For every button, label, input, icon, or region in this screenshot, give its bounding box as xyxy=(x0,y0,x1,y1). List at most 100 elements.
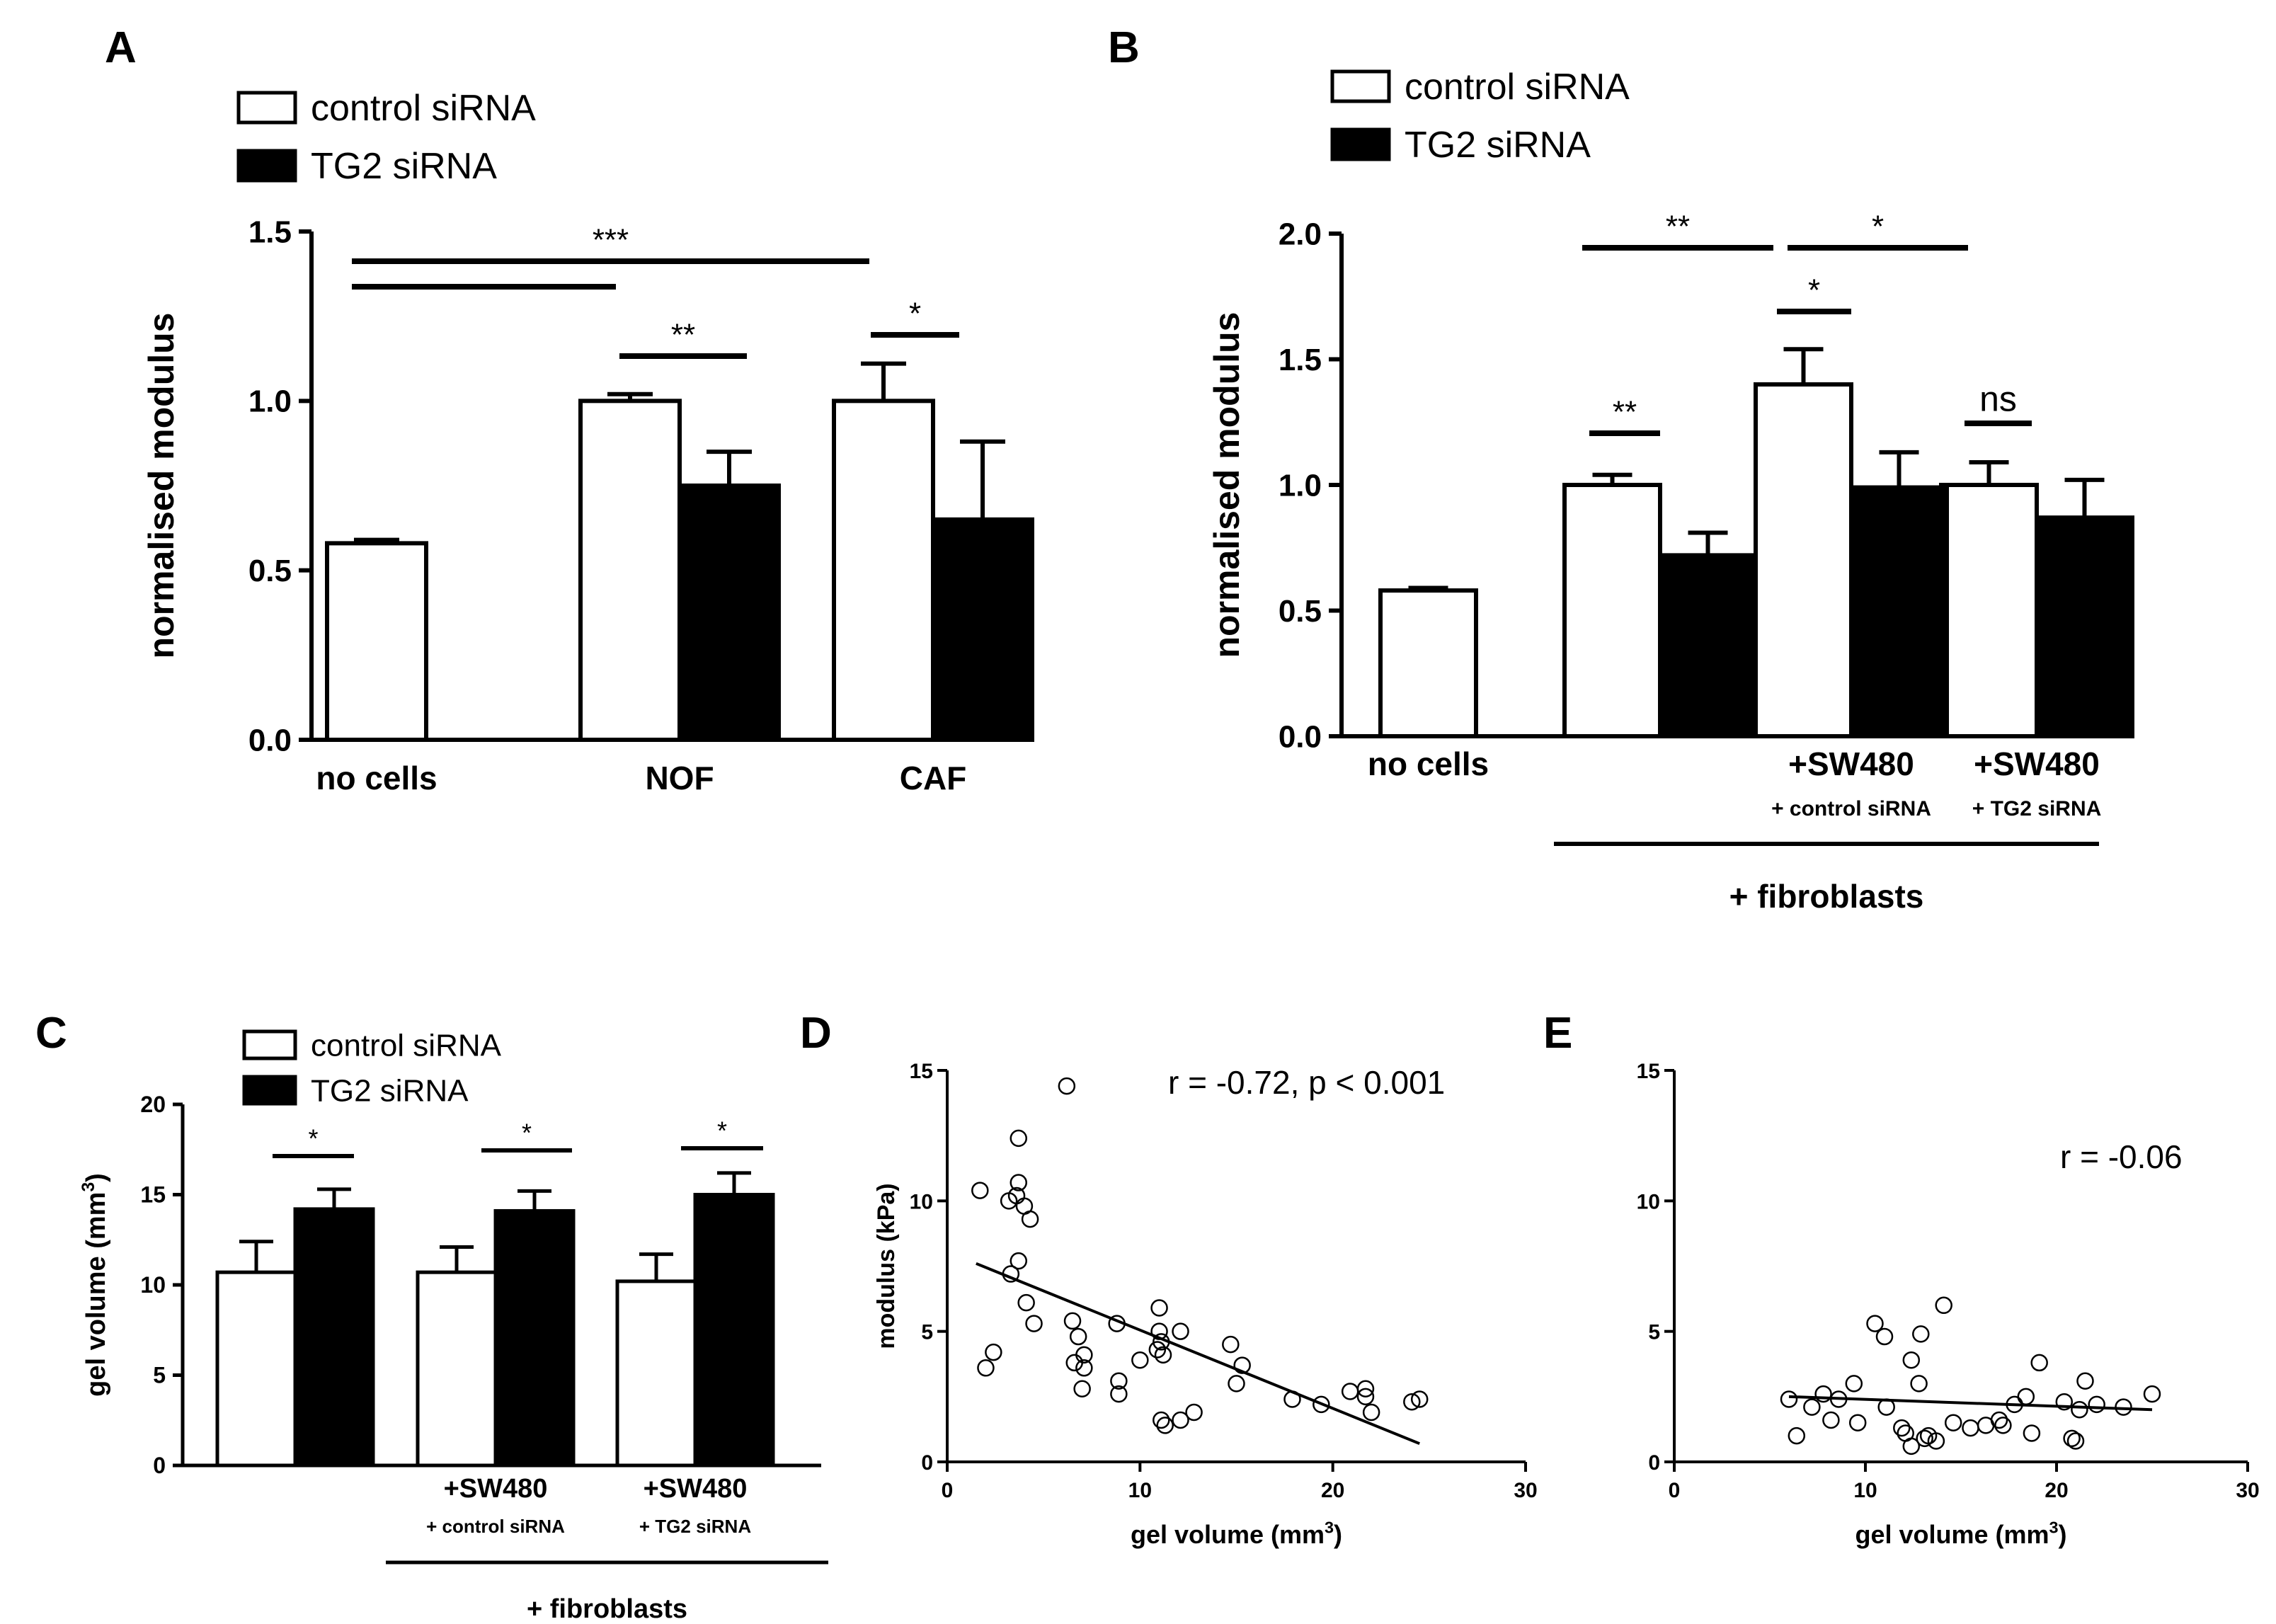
b-bar-control-siRNA-1 xyxy=(1562,483,1662,738)
e-data-point xyxy=(1935,1296,1952,1315)
e-fit-line xyxy=(1788,1395,2153,1412)
d-data-point xyxy=(1150,1299,1168,1317)
d-y-tick-label: 0 xyxy=(921,1451,933,1475)
b-legend-label-1: TG2 siRNA xyxy=(1405,125,1591,166)
a-category-label: CAF xyxy=(900,760,967,796)
d-data-point xyxy=(977,1359,995,1377)
e-data-point xyxy=(2066,1432,2085,1450)
c-category-label: +SW480 xyxy=(444,1474,548,1504)
c-sig-sw480-tg2-label: * xyxy=(717,1116,727,1145)
d-data-point xyxy=(985,1343,1002,1361)
d-data-point xyxy=(1065,1354,1083,1372)
panel-label-a: A xyxy=(105,23,137,72)
d-x-tick-label: 20 xyxy=(1321,1479,1344,1502)
d-data-point xyxy=(1058,1077,1076,1095)
d-data-point xyxy=(1010,1174,1028,1191)
e-data-point xyxy=(1927,1432,1945,1450)
a-category-label: no cells xyxy=(316,760,437,796)
a-legend-label-1: TG2 siRNA xyxy=(311,146,497,187)
c-legend-label-0: control siRNA xyxy=(311,1028,502,1063)
c-y-tick-label: 15 xyxy=(140,1182,166,1208)
c-subcategory-label: + TG2 siRNA xyxy=(639,1516,751,1537)
e-data-point xyxy=(1944,1414,1962,1431)
d-data-point xyxy=(1156,1417,1174,1434)
e-data-point xyxy=(2088,1395,2105,1414)
d-data-point xyxy=(1356,1388,1375,1406)
e-data-point xyxy=(1994,1417,2012,1434)
e-data-point xyxy=(1902,1437,1921,1456)
panel-a-chart: control siRNA TG2 siRNA 0.0 0.5 1.0 1.5 normal… xyxy=(142,88,1034,796)
d-data-point xyxy=(1002,1265,1020,1283)
d-data-point xyxy=(1010,1129,1028,1148)
c-category-label: +SW480 xyxy=(644,1474,748,1504)
d-y-tick-label: 15 xyxy=(910,1060,933,1083)
d-data-point xyxy=(1403,1393,1421,1411)
e-x-axis-label: gel volume (mm3) xyxy=(1855,1519,2066,1549)
b-y-tick-label: 0.5 xyxy=(1279,594,1322,629)
b-legend-swatch-0 xyxy=(1330,69,1391,103)
e-y-tick-label: 5 xyxy=(1648,1321,1660,1344)
d-y-axis-label: modulus (kPa) xyxy=(873,1183,900,1349)
d-data-point xyxy=(1150,1322,1168,1340)
c-legend-swatch-0 xyxy=(242,1029,297,1060)
panel-label-e: E xyxy=(1543,1009,1572,1058)
panel-e-chart: 0 5 10 15 0 10 20 30 gel volume (mm3) r = -0.06 xyxy=(1637,1060,2260,1549)
e-data-point xyxy=(2023,1424,2041,1442)
c-y-tick-label: 0 xyxy=(153,1453,166,1478)
a-legend-swatch-1 xyxy=(236,149,297,183)
c-sig-fibro-label: * xyxy=(308,1123,318,1153)
d-data-point xyxy=(1222,1335,1240,1354)
panel-label-c: C xyxy=(35,1009,67,1058)
b-bar-TG2-siRNA-1 xyxy=(1658,553,1758,739)
e-data-point xyxy=(1780,1390,1798,1408)
d-data-point xyxy=(1075,1359,1093,1377)
e-data-point xyxy=(1848,1414,1867,1431)
b-bar-TG2-siRNA-2 xyxy=(1849,485,1949,738)
c-subcategory-label: + control siRNA xyxy=(426,1516,565,1537)
d-data-point xyxy=(1069,1327,1087,1346)
b-bar-TG2-siRNA-3 xyxy=(2035,515,2134,739)
e-x-tick-label: 10 xyxy=(1853,1479,1877,1502)
b-group-label: + fibroblasts xyxy=(1729,878,1924,915)
a-legend-label-0: control siRNA xyxy=(311,88,536,129)
c-y-tick-label: 5 xyxy=(153,1363,166,1388)
d-data-point xyxy=(1075,1346,1093,1364)
e-data-point xyxy=(2071,1401,2088,1419)
b-y-tick-label: 2.0 xyxy=(1279,217,1322,251)
panel-b-chart: control siRNA TG2 siRNA 0.0 0.5 1.0 1.5 2.0 nor… xyxy=(1207,67,2134,915)
c-bar-TG2-siRNA-1 xyxy=(493,1208,576,1468)
b-category-label: +SW480 xyxy=(1974,745,2100,782)
d-data-point xyxy=(1283,1390,1301,1408)
d-data-point xyxy=(1073,1380,1091,1398)
e-x-tick-label: 30 xyxy=(2236,1479,2259,1502)
a-bar-TG2-siRNA-1 xyxy=(677,484,781,742)
d-data-point xyxy=(1341,1383,1359,1400)
a-bar-control-siRNA-2 xyxy=(832,399,935,742)
a-legend-swatch-0 xyxy=(236,91,297,125)
a-y-tick-label: 1.5 xyxy=(248,215,292,249)
d-data-point xyxy=(1131,1351,1149,1369)
c-bar-control-siRNA-0 xyxy=(215,1270,297,1468)
d-data-point xyxy=(1153,1333,1170,1351)
d-data-point xyxy=(1313,1395,1330,1414)
a-bar-TG2-siRNA-2 xyxy=(931,517,1034,742)
a-y-tick-label: 1.0 xyxy=(248,384,292,419)
panel-label-d: D xyxy=(800,1009,832,1058)
c-bar-control-siRNA-1 xyxy=(416,1270,498,1468)
a-sig-caf-label: * xyxy=(909,297,921,331)
b-sig-fibro-pair-label: ** xyxy=(1613,395,1637,430)
d-x-tick-label: 10 xyxy=(1128,1479,1152,1502)
b-category-label: no cells xyxy=(1368,745,1489,782)
e-data-point xyxy=(1902,1351,1921,1369)
e-data-point xyxy=(1990,1411,2008,1429)
d-data-point xyxy=(1110,1372,1128,1390)
e-data-point xyxy=(1822,1411,1840,1429)
d-data-point xyxy=(1154,1346,1172,1364)
c-y-tick-label: 10 xyxy=(140,1272,166,1298)
d-x-axis-label: gel volume (mm3) xyxy=(1131,1519,1342,1549)
e-annotation: r = -0.06 xyxy=(2060,1138,2183,1175)
d-fit-line xyxy=(976,1262,1420,1446)
a-y-axis-label: normalised modulus xyxy=(142,313,181,659)
e-y-tick-label: 0 xyxy=(1648,1451,1660,1475)
b-y-tick-label: 0.0 xyxy=(1279,719,1322,754)
